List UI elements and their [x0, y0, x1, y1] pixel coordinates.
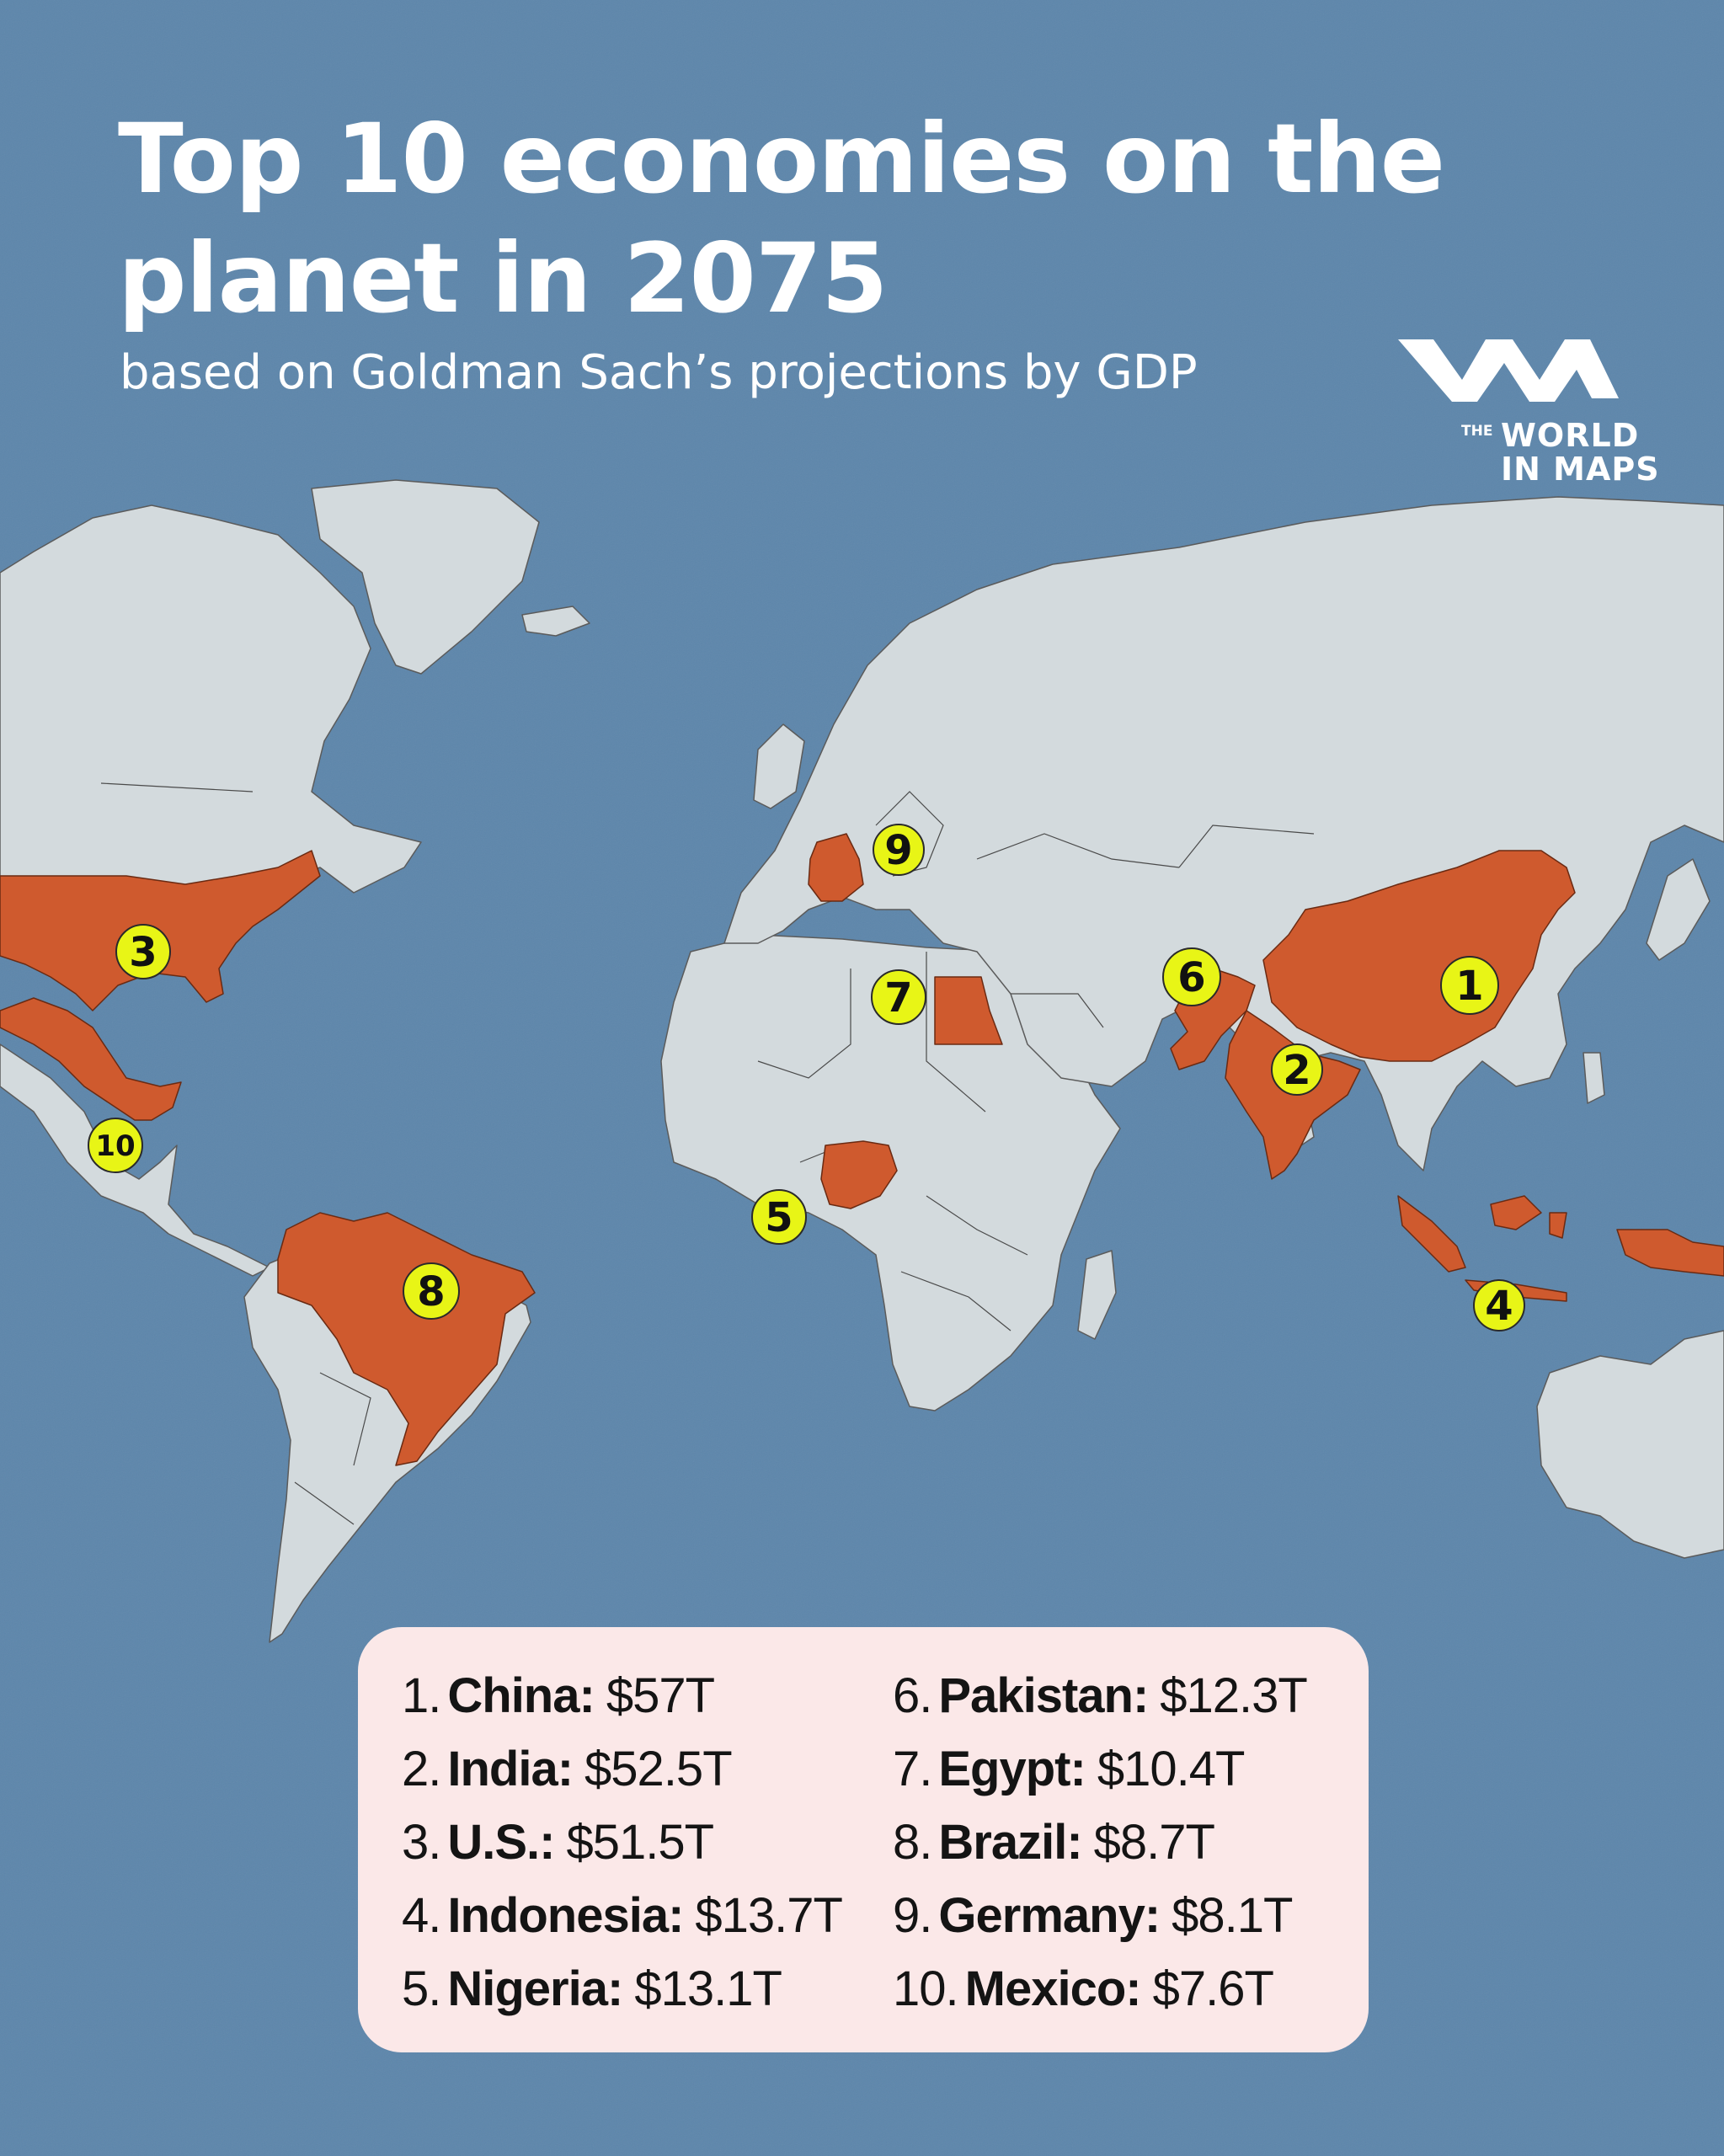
legend-value: $13.1T — [634, 1961, 782, 2016]
legend-value: $12.3T — [1160, 1668, 1308, 1723]
legend-item: 10. Mexico: $7.6T — [893, 1952, 1307, 2025]
legend-rank: 1. — [402, 1668, 441, 1723]
legend-item: 7. Egypt: $10.4T — [893, 1732, 1307, 1806]
country-borders — [100, 782, 1315, 1525]
legend-column-left: 1. China: $57T 2. India: $52.5T 3. U.S.: $51.5… — [402, 1659, 843, 2025]
legend-country: U.S.: — [447, 1815, 555, 1870]
rank-marker-circle — [1162, 947, 1221, 1006]
rank-marker-7: 7 — [871, 969, 926, 1025]
wm-logo-icon — [1398, 339, 1619, 402]
legend-value: $13.7T — [695, 1888, 843, 1943]
legend-rank: 7. — [893, 1742, 932, 1796]
rank-marker-2: 2 — [1271, 1043, 1323, 1096]
legend-country: China: — [447, 1668, 595, 1723]
legend-column-right: 6. Pakistan: $12.3T 7. Egypt: $10.4T 8. Brazi… — [893, 1659, 1308, 2025]
land-masses — [0, 479, 1724, 1643]
rank-marker-circle — [751, 1189, 807, 1245]
legend-country: Egypt: — [938, 1742, 1086, 1796]
legend-item: 8. Brazil: $8.7T — [893, 1806, 1307, 1879]
rank-marker-5: 5 — [751, 1189, 807, 1245]
legend-item: 9. Germany: $8.1T — [893, 1879, 1307, 1952]
legend-country: India: — [447, 1742, 574, 1796]
legend-rank: 10. — [893, 1961, 959, 2016]
rank-marker-circle — [1473, 1279, 1525, 1331]
ranking-legend: 1. China: $57T 2. India: $52.5T 3. U.S.: $51.5… — [358, 1627, 1369, 2052]
rank-marker-label: 1 — [1455, 963, 1483, 1010]
rank-marker-label: 8 — [417, 1268, 445, 1315]
land-japan — [1646, 858, 1711, 961]
rank-marker-4: 4 — [1473, 1279, 1525, 1331]
legend-value: $8.7T — [1093, 1815, 1215, 1870]
legend-rank: 8. — [893, 1815, 932, 1870]
highlighted-countries — [0, 833, 1724, 1466]
rank-marker-label: 4 — [1485, 1283, 1513, 1330]
rank-marker-label: 2 — [1283, 1047, 1310, 1094]
rank-marker-6: 6 — [1162, 947, 1221, 1006]
rank-marker-3: 3 — [115, 924, 171, 979]
country-brazil — [277, 1212, 536, 1466]
land-iceland — [521, 606, 590, 637]
legend-rank: 6. — [893, 1668, 932, 1723]
page-subtitle: based on Goldman Sach’s projections by G… — [120, 345, 1198, 400]
country-china — [1262, 850, 1576, 1062]
logo-text-world: WORLD — [1501, 417, 1640, 454]
country-indonesia — [1397, 1195, 1724, 1302]
rank-marker-circle — [1271, 1043, 1323, 1096]
rank-marker-circle — [88, 1118, 143, 1173]
legend-country: Nigeria: — [447, 1961, 623, 2016]
logo-text-in-maps: IN MAPS — [1501, 451, 1660, 488]
rank-marker-circle — [403, 1262, 460, 1320]
legend-rank: 4. — [402, 1888, 441, 1943]
legend-country: Indonesia: — [447, 1888, 684, 1943]
rank-marker-9: 9 — [873, 824, 925, 876]
legend-item: 1. China: $57T — [402, 1659, 842, 1732]
rank-marker-label: 5 — [765, 1194, 793, 1241]
country-nigeria — [820, 1140, 898, 1209]
rank-marker-circle — [871, 969, 926, 1025]
rank-marker-label: 9 — [884, 827, 912, 874]
legend-item: 4. Indonesia: $13.7T — [402, 1879, 843, 1952]
land-philippines — [1583, 1052, 1605, 1104]
rank-markers: 1 2 3 4 5 6 7 8 9 10 — [88, 824, 1525, 1331]
legend-value: $10.4T — [1097, 1742, 1246, 1796]
rank-marker-1: 1 — [1440, 956, 1499, 1015]
rank-marker-label: 3 — [129, 929, 157, 976]
land-australia — [1536, 1330, 1724, 1559]
rank-marker-circle — [1440, 956, 1499, 1015]
country-egypt — [934, 976, 1003, 1045]
legend-value: $52.5T — [584, 1742, 733, 1796]
country-mexico — [0, 997, 182, 1121]
world-map: 1 2 3 4 5 6 7 8 9 10 — [0, 479, 1724, 1643]
legend-item: 5. Nigeria: $13.1T — [402, 1952, 842, 2025]
legend-rank: 3. — [402, 1815, 441, 1870]
land-greenland — [311, 479, 540, 675]
rank-marker-10: 10 — [88, 1118, 143, 1173]
rank-marker-8: 8 — [403, 1262, 460, 1320]
rank-marker-circle — [873, 824, 925, 876]
land-britain — [753, 723, 805, 809]
legend-rank: 5. — [402, 1961, 441, 2016]
legend-value: $7.6T — [1152, 1961, 1274, 2016]
legend-value: $57T — [606, 1668, 715, 1723]
legend-country: Mexico: — [964, 1961, 1142, 2016]
legend-country: Pakistan: — [938, 1668, 1149, 1723]
page-title: Top 10 economies on the planet in 2075 — [118, 103, 1445, 334]
legend-item: 2. India: $52.5T — [402, 1732, 842, 1806]
legend-value: $8.1T — [1172, 1888, 1293, 1943]
rank-marker-label: 10 — [95, 1129, 135, 1163]
legend-item: 6. Pakistan: $12.3T — [893, 1659, 1308, 1732]
rank-marker-circle — [115, 924, 171, 979]
legend-value: $51.5T — [566, 1815, 715, 1870]
legend-rank: 9. — [893, 1888, 932, 1943]
logo-text-the: THE — [1461, 423, 1493, 440]
legend-item: 3. U.S.: $51.5T — [402, 1806, 842, 1879]
legend-country: Germany: — [938, 1888, 1161, 1943]
land-madagascar — [1077, 1250, 1117, 1340]
logo: THE WORLD IN MAPS — [1381, 324, 1668, 493]
legend-rank: 2. — [402, 1742, 441, 1796]
rank-marker-label: 7 — [884, 974, 912, 1022]
rank-marker-label: 6 — [1177, 954, 1205, 1001]
country-germany — [808, 833, 864, 902]
legend-country: Brazil: — [938, 1815, 1082, 1870]
